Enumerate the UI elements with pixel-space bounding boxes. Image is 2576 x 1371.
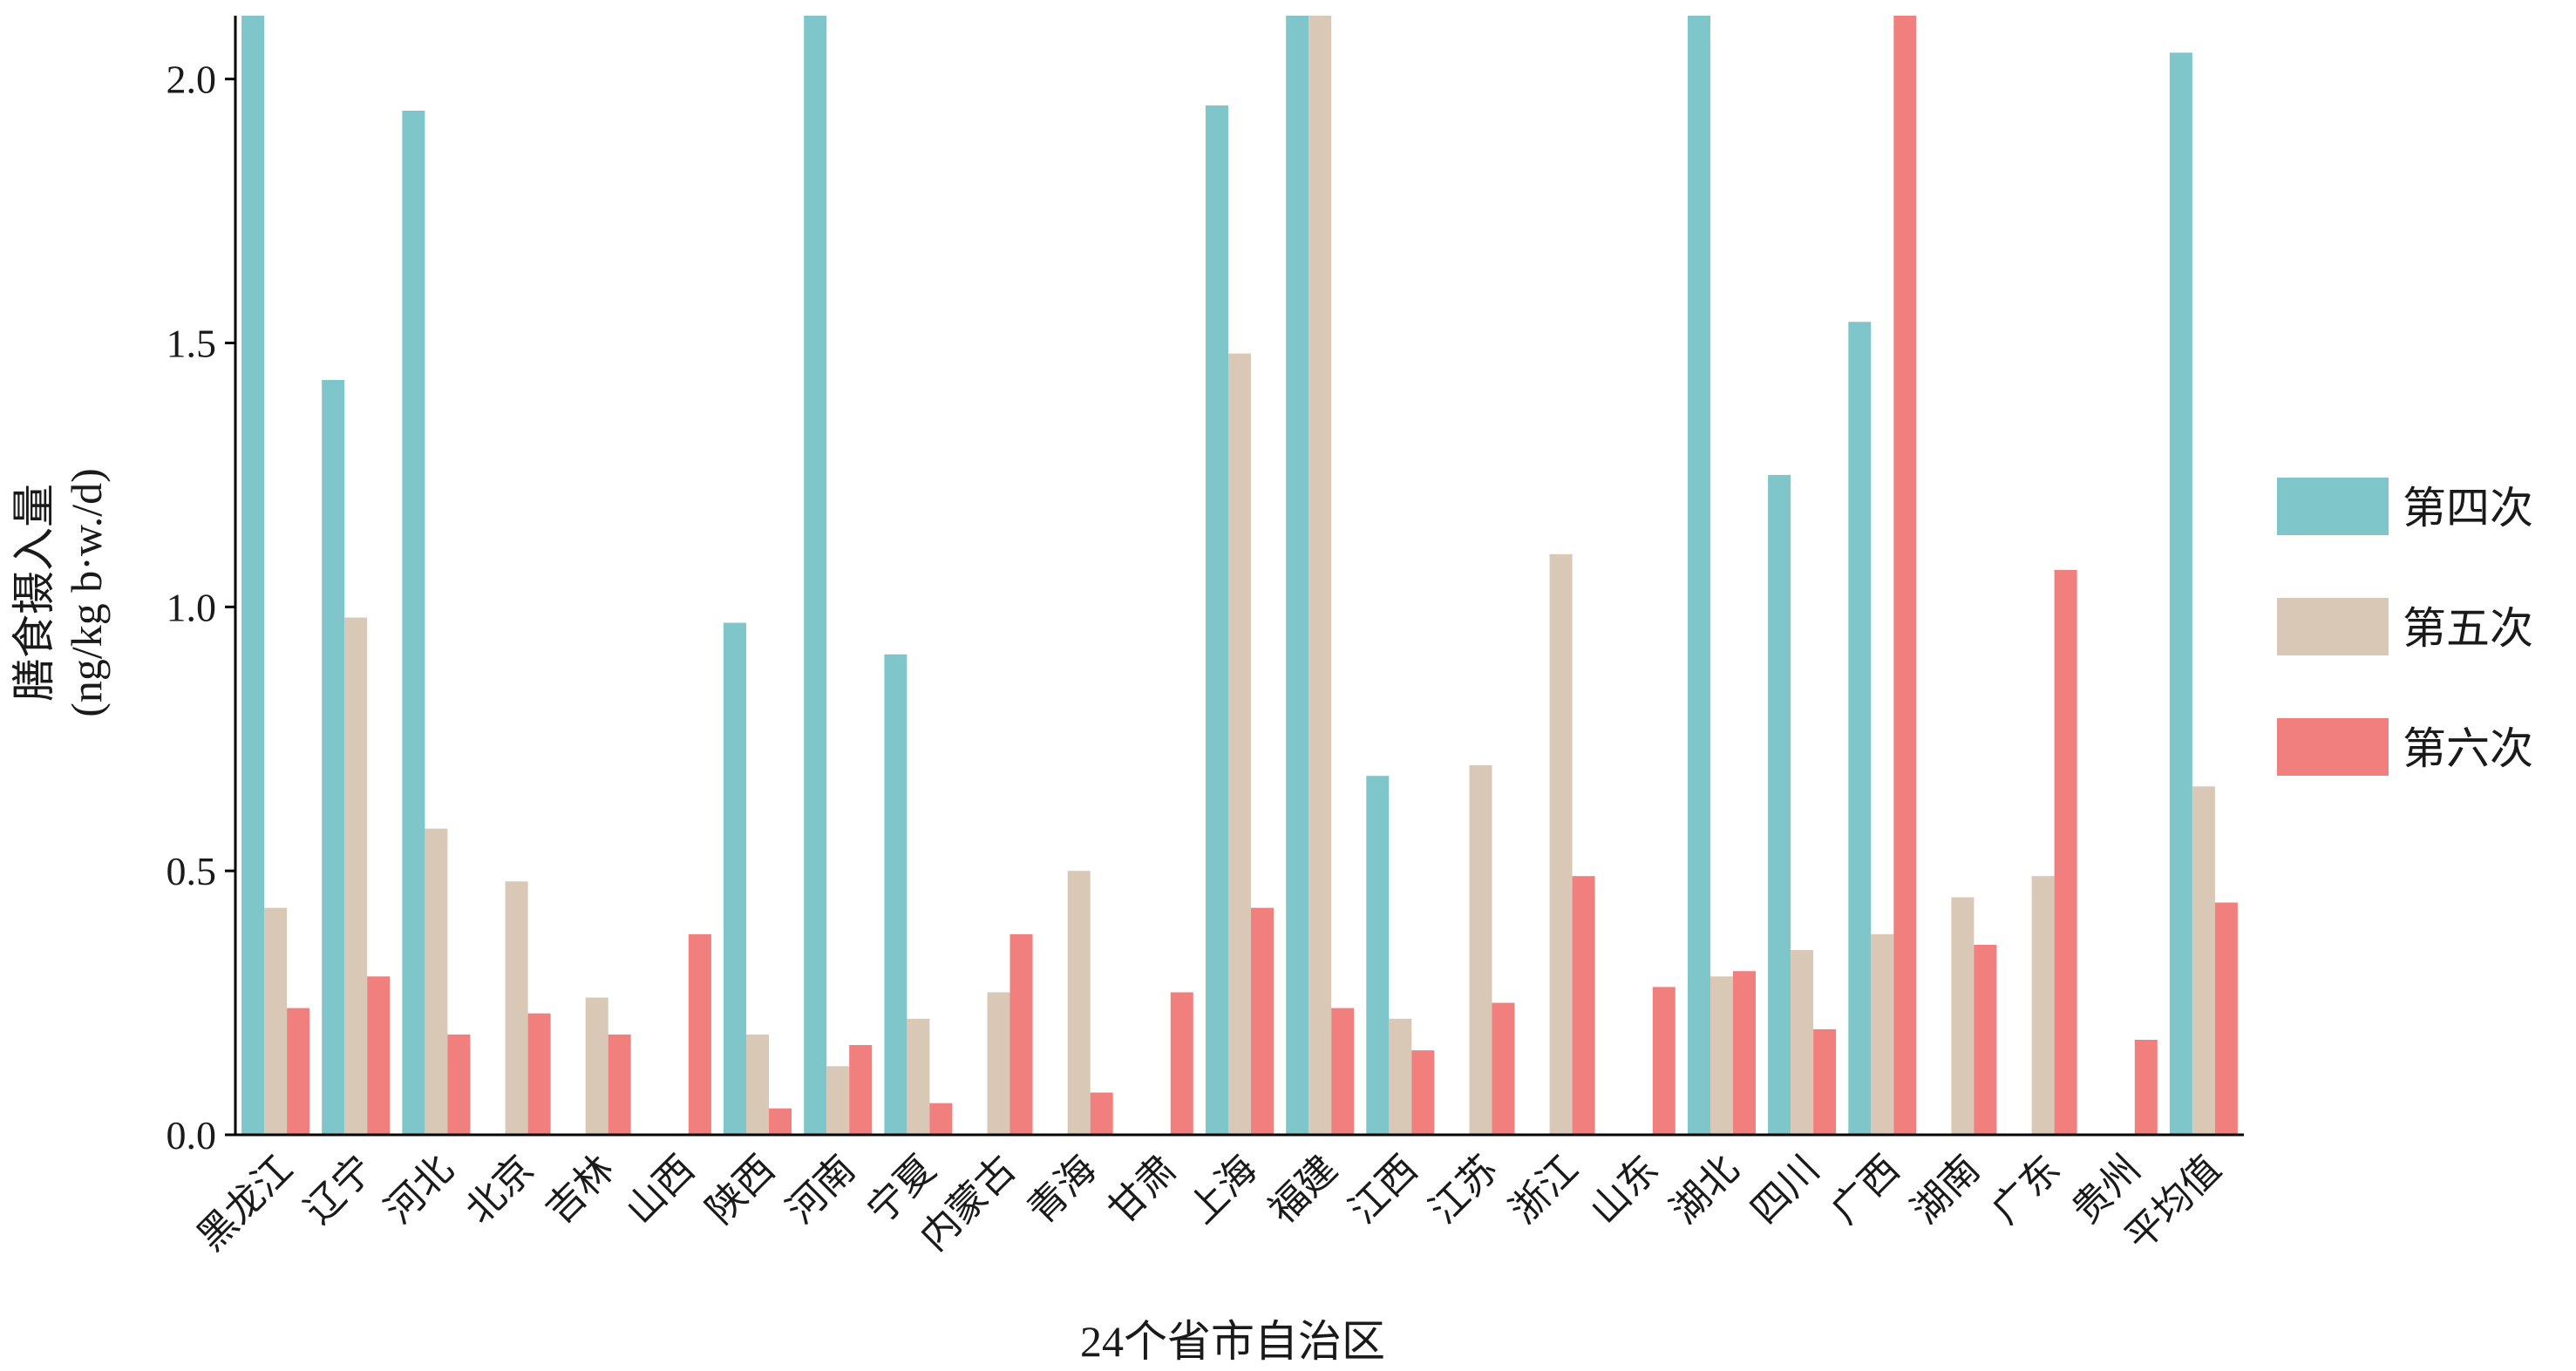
bar-辽宁-第六次 bbox=[367, 976, 391, 1135]
y-axis-unit: (ng/kg b·w./d) bbox=[62, 468, 111, 717]
bar-上海-第六次 bbox=[1251, 907, 1274, 1135]
bar-福建-第六次 bbox=[1331, 1008, 1355, 1135]
bar-宁夏-第四次 bbox=[884, 654, 907, 1135]
bar-辽宁-第四次 bbox=[322, 379, 345, 1135]
y-axis: 0.0 0.5 1.0 1.5 2.0 bbox=[167, 16, 237, 1157]
bar-河北-第六次 bbox=[447, 1034, 471, 1135]
legend-label: 第六次 bbox=[2403, 723, 2533, 774]
x-tick-label: 上海 bbox=[1179, 1147, 1265, 1232]
legend-swatch bbox=[2277, 478, 2389, 535]
bar-宁夏-第五次 bbox=[907, 1018, 930, 1135]
bar-湖北-第六次 bbox=[1733, 971, 1756, 1135]
x-tick-label: 辽宁 bbox=[296, 1147, 382, 1232]
x-tick-label: 山西 bbox=[617, 1147, 703, 1232]
bar-四川-第四次 bbox=[1768, 474, 1791, 1135]
bar-福建-第四次 bbox=[1286, 16, 1309, 1135]
bar-陕西-第五次 bbox=[746, 1034, 769, 1135]
bar-青海-第五次 bbox=[1067, 871, 1091, 1135]
x-tick-label: 山东 bbox=[1581, 1147, 1667, 1232]
x-tick-label: 陕西 bbox=[697, 1147, 783, 1232]
x-axis-title: 24个省市自治区 bbox=[1080, 1317, 1385, 1366]
bar-江西-第六次 bbox=[1411, 1050, 1435, 1135]
bar-福建-第五次 bbox=[1308, 16, 1332, 1135]
bar-甘肃-第六次 bbox=[1170, 992, 1193, 1135]
x-tick-label: 江西 bbox=[1341, 1147, 1426, 1232]
bar-浙江-第六次 bbox=[1572, 876, 1595, 1135]
bar-黑龙江-第六次 bbox=[287, 1008, 310, 1135]
legend-swatch bbox=[2277, 718, 2389, 776]
bar-江苏-第六次 bbox=[1492, 1002, 1515, 1135]
x-tick-label: 湖南 bbox=[1903, 1147, 1988, 1232]
x-tick-label: 湖北 bbox=[1662, 1147, 1747, 1232]
x-tick-label: 北京 bbox=[457, 1147, 542, 1232]
bar-湖南-第六次 bbox=[1974, 945, 1997, 1135]
bar-河南-第五次 bbox=[826, 1066, 850, 1135]
bar-河南-第四次 bbox=[804, 16, 827, 1135]
bar-陕西-第六次 bbox=[769, 1108, 792, 1135]
bar-四川-第五次 bbox=[1791, 950, 1814, 1135]
bar-平均值-第四次 bbox=[2169, 52, 2192, 1135]
x-tick-label: 福建 bbox=[1261, 1147, 1346, 1232]
x-tick-label: 河北 bbox=[377, 1147, 462, 1232]
x-tick-label: 广东 bbox=[1983, 1147, 2069, 1232]
bar-湖北-第五次 bbox=[1710, 976, 1733, 1135]
y-tick-label: 0.0 bbox=[167, 1113, 217, 1157]
bar-山西-第六次 bbox=[688, 933, 711, 1135]
y-tick-label: 0.5 bbox=[167, 849, 217, 893]
bar-河南-第六次 bbox=[849, 1045, 873, 1135]
bar-广东-第六次 bbox=[2054, 569, 2077, 1135]
legend-swatch bbox=[2277, 598, 2389, 655]
bar-吉林-第五次 bbox=[585, 997, 608, 1135]
bar-黑龙江-第四次 bbox=[241, 16, 265, 1135]
bar-江西-第五次 bbox=[1389, 1018, 1412, 1135]
bar-陕西-第四次 bbox=[724, 622, 746, 1135]
bar-上海-第五次 bbox=[1228, 353, 1251, 1136]
bar-河北-第五次 bbox=[425, 828, 448, 1135]
bar-广西-第四次 bbox=[1848, 322, 1872, 1135]
y-tick-label: 2.0 bbox=[167, 58, 217, 102]
bar-青海-第六次 bbox=[1090, 1092, 1113, 1135]
x-tick-label: 甘肃 bbox=[1099, 1147, 1185, 1232]
y-tick-label: 1.5 bbox=[167, 322, 217, 366]
bar-辽宁-第五次 bbox=[344, 617, 368, 1135]
x-tick-label: 黑龙江 bbox=[188, 1147, 301, 1259]
bars-group bbox=[241, 16, 2238, 1136]
x-tick-label: 广西 bbox=[1823, 1147, 1908, 1232]
bar-四川-第六次 bbox=[1813, 1028, 1837, 1135]
bar-北京-第六次 bbox=[527, 1013, 551, 1135]
bar-广东-第五次 bbox=[2031, 876, 2055, 1135]
legend-label: 第四次 bbox=[2403, 483, 2533, 533]
y-axis-title: 膳食摄入量 bbox=[10, 484, 58, 702]
x-axis: 黑龙江辽宁河北北京吉林山西陕西河南宁夏内蒙古青海甘肃上海福建江西江苏浙江山东湖北… bbox=[188, 1133, 2244, 1259]
legend-label: 第五次 bbox=[2403, 603, 2533, 654]
bar-上海-第四次 bbox=[1206, 105, 1228, 1135]
bar-宁夏-第六次 bbox=[929, 1103, 953, 1135]
bar-山东-第六次 bbox=[1652, 987, 1675, 1135]
bar-浙江-第五次 bbox=[1549, 553, 1573, 1135]
x-tick-label: 吉林 bbox=[537, 1147, 622, 1232]
x-tick-label: 江苏 bbox=[1421, 1147, 1506, 1232]
bar-贵州-第六次 bbox=[2134, 1040, 2158, 1135]
x-tick-label: 河南 bbox=[778, 1147, 864, 1232]
bar-吉林-第六次 bbox=[608, 1034, 631, 1135]
bar-平均值-第五次 bbox=[2192, 786, 2215, 1135]
x-tick-label: 青海 bbox=[1019, 1147, 1104, 1232]
bar-平均值-第六次 bbox=[2214, 902, 2238, 1135]
bar-江苏-第五次 bbox=[1469, 765, 1492, 1135]
x-tick-label: 浙江 bbox=[1501, 1147, 1587, 1232]
bar-北京-第五次 bbox=[505, 881, 528, 1135]
bar-广西-第六次 bbox=[1893, 16, 1917, 1135]
bar-广西-第五次 bbox=[1871, 933, 1894, 1135]
bar-内蒙古-第五次 bbox=[987, 992, 1010, 1135]
bar-湖南-第五次 bbox=[1951, 897, 1974, 1135]
bar-河北-第四次 bbox=[402, 111, 425, 1135]
bar-黑龙江-第五次 bbox=[264, 907, 288, 1135]
y-tick-label: 1.0 bbox=[167, 585, 217, 629]
bar-内蒙古-第六次 bbox=[1009, 933, 1033, 1135]
bar-江西-第四次 bbox=[1366, 776, 1390, 1135]
bar-湖北-第四次 bbox=[1688, 16, 1710, 1135]
x-tick-label: 四川 bbox=[1743, 1147, 1828, 1232]
